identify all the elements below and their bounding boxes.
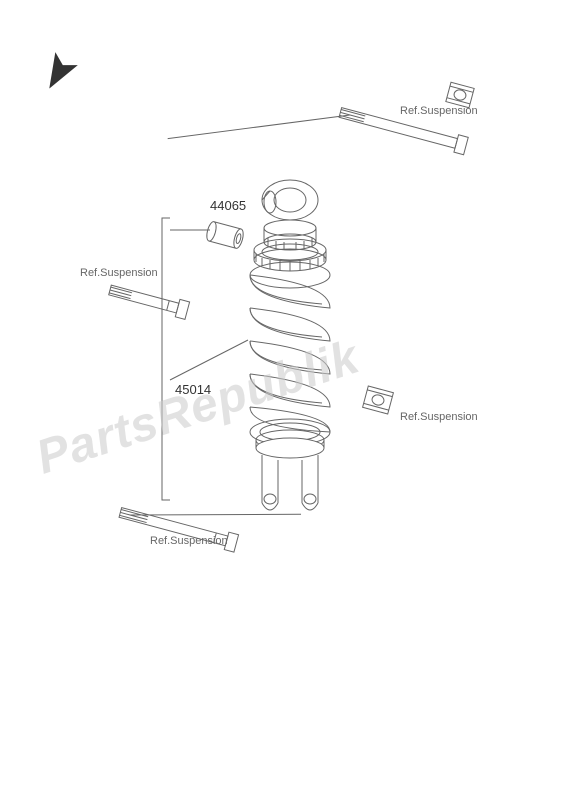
ref-suspension-label-bottom: Ref.Suspension <box>150 535 228 547</box>
ref-suspension-label-left: Ref.Suspension <box>80 267 158 279</box>
part-number-45014: 45014 <box>175 382 211 397</box>
ref-suspension-label-right: Ref.Suspension <box>400 411 478 423</box>
diagram-svg <box>0 0 578 800</box>
ref-suspension-label-top: Ref.Suspension <box>400 105 478 117</box>
diagram-canvas: Ref.Suspension Ref.Suspension Ref.Suspen… <box>0 0 578 800</box>
pointer-arrow <box>40 54 77 94</box>
part-number-44065: 44065 <box>210 198 246 213</box>
